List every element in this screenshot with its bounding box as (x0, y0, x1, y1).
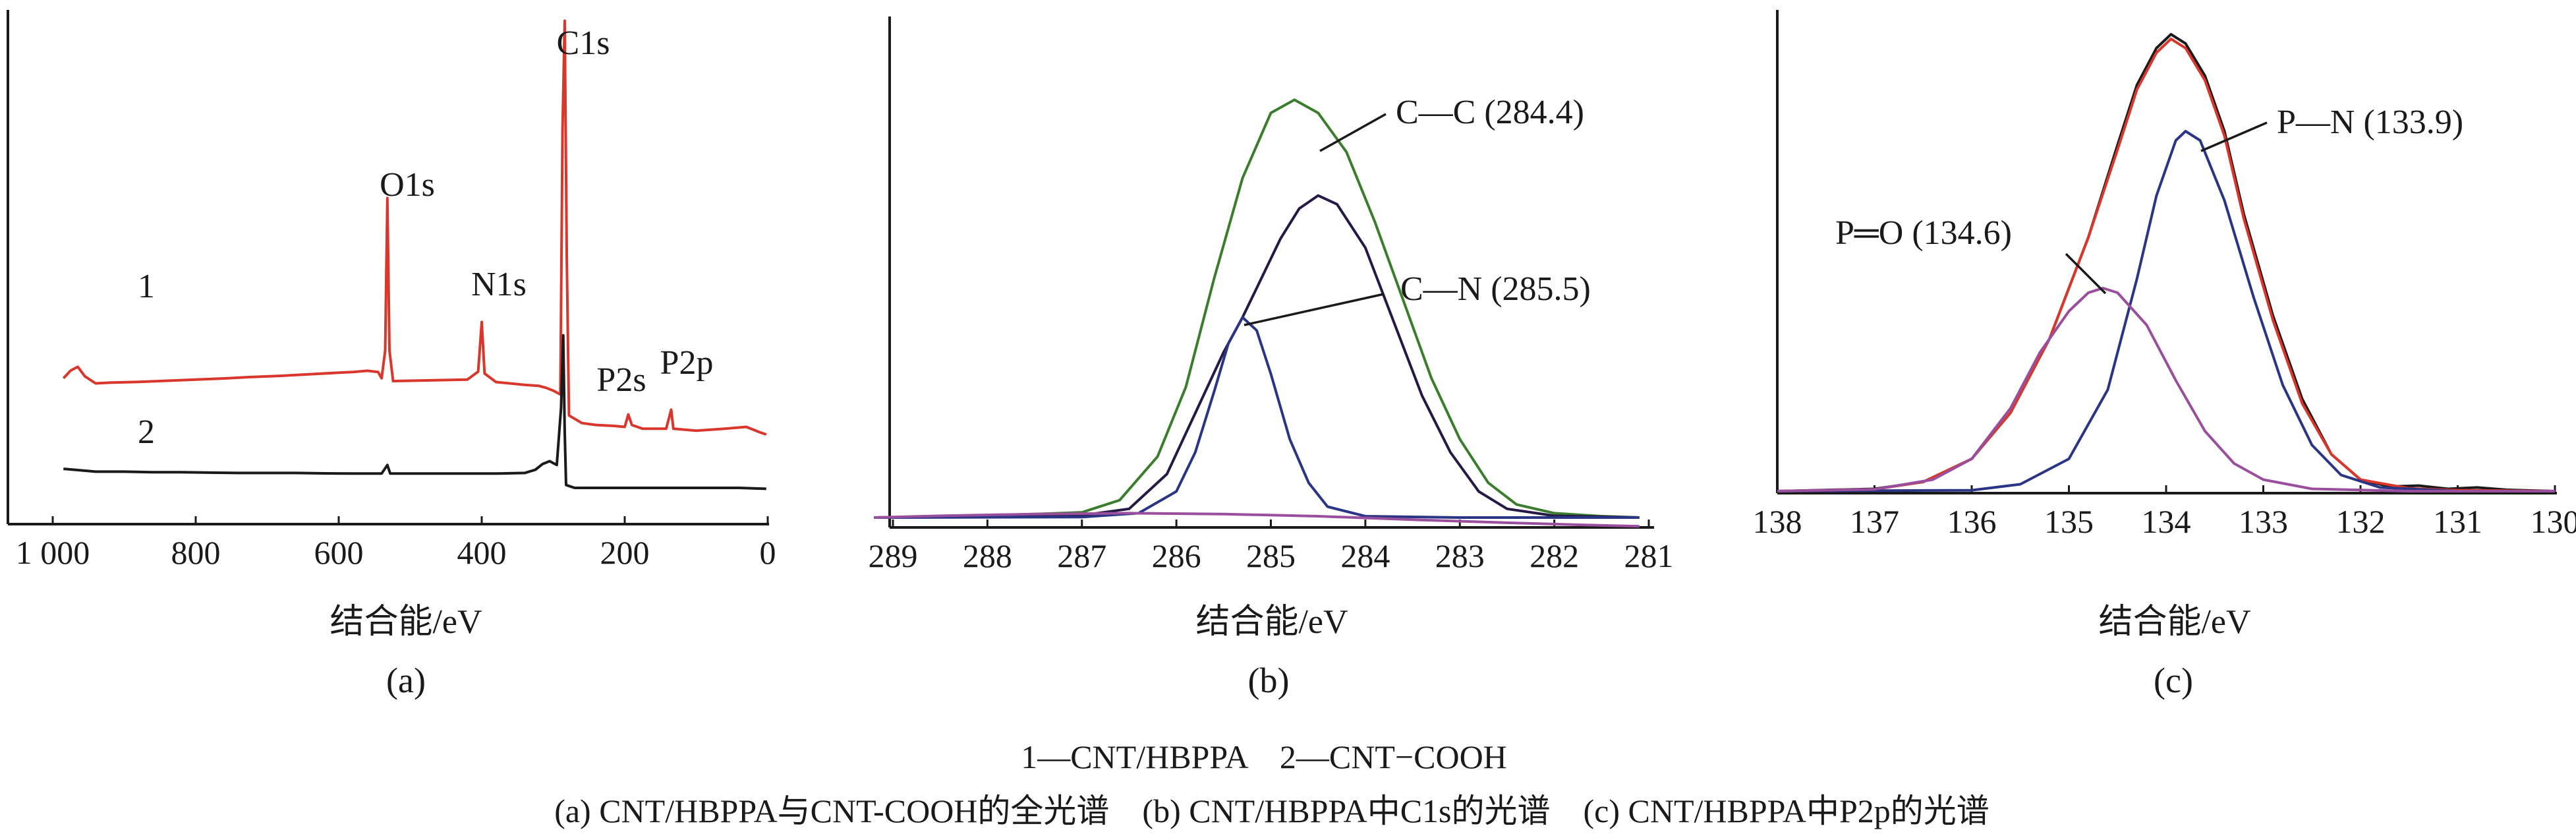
panel-a-series (62, 19, 767, 491)
leader-line-po (2065, 253, 2107, 295)
panel-b-series (874, 98, 1640, 528)
x-tick-label: 283 (1435, 537, 1485, 574)
x-tick-label: 400 (457, 534, 507, 571)
peak-label-cn: C—N (285.5) (1400, 270, 1591, 308)
x-tick-label: 288 (963, 537, 1012, 574)
panel-b: 289 288 287 286 285 284 283 282 281 C—C (284.4) … (869, 16, 1674, 700)
panel-c-series (1777, 33, 2556, 492)
panel-b-x-ticks: 289 288 287 286 285 284 283 282 281 (869, 520, 1674, 574)
x-tick-label: 284 (1340, 537, 1390, 574)
peak-label-cc: C—C (284.4) (1396, 94, 1584, 131)
series-line-b-1 (874, 98, 1640, 519)
panel-a-label: (a) (386, 661, 426, 700)
series-line-c-2 (1777, 38, 2556, 492)
figure-caption-line: (a) CNT/HBPPA与CNT-COOH的全光谱 (b) CNT/HBPPA… (554, 792, 1989, 829)
peak-label-p2p: P2p (660, 344, 714, 382)
peak-label-o1s: O1s (380, 166, 435, 204)
x-tick-label: 138 (1753, 503, 1802, 540)
x-tick-label: 600 (314, 534, 364, 571)
peak-label-pn: P—N (133.9) (2277, 104, 2463, 141)
x-tick-label: 286 (1152, 537, 1201, 574)
x-tick-label: 282 (1530, 537, 1579, 574)
x-tick-label: 287 (1057, 537, 1106, 574)
panel-c-x-ticks: 138 137 136 135 134 133 132 131 130 (1753, 485, 2576, 540)
x-tick-label: 200 (600, 534, 650, 571)
x-tick-label: 135 (2044, 503, 2094, 540)
panel-c-label: (c) (2154, 661, 2193, 700)
series-line-b-2 (874, 194, 1640, 519)
series-label-1: 1 (138, 268, 155, 305)
x-tick-label: 1 000 (16, 534, 90, 571)
series-line-a-1 (62, 19, 767, 436)
x-tick-label: 136 (1947, 503, 1997, 540)
panel-b-label: (b) (1248, 661, 1290, 700)
leader-line-pn (2200, 121, 2268, 152)
x-tick-label: 289 (869, 537, 918, 574)
x-tick-label: 137 (1850, 503, 1899, 540)
x-tick-label: 133 (2239, 503, 2288, 540)
peak-label-p2s: P2s (596, 361, 646, 399)
leader-line-cc (1319, 113, 1387, 152)
panel-a-x-label: 结合能/eV (329, 603, 482, 641)
x-tick-label: 281 (1624, 537, 1674, 574)
panel-b-x-label: 结合能/eV (1195, 603, 1348, 641)
x-tick-label: 134 (2142, 503, 2191, 540)
series-line-b-3 (874, 316, 1640, 519)
panel-c-x-label: 结合能/eV (2098, 603, 2250, 641)
series-line-c-4 (1777, 287, 2555, 492)
series-line-c-3 (1777, 130, 2555, 492)
figure-legend-line: 1—CNT/HBPPA 2—CNT−COOH (1021, 738, 1507, 775)
peak-label-c1s: C1s (557, 24, 610, 62)
x-tick-label: 285 (1246, 537, 1296, 574)
series-line-b-4 (874, 512, 1640, 528)
panel-a: 1 000 800 600 400 200 0 C1s O1s N1s P2s P2p 1… (7, 10, 776, 700)
series-line-a-2 (63, 334, 766, 491)
x-tick-label: 131 (2433, 503, 2482, 540)
x-tick-label: 132 (2336, 503, 2386, 540)
peak-label-po: P═O (134.6) (1835, 214, 2012, 252)
panel-c: 138 137 136 135 134 133 132 131 130 P—N (133.9) … (1753, 10, 2576, 700)
series-line-c-1 (1777, 33, 2556, 492)
x-tick-label: 800 (171, 534, 221, 571)
leader-line-cn (1244, 293, 1385, 326)
x-tick-label: 0 (760, 534, 776, 571)
series-label-2: 2 (138, 413, 155, 451)
x-tick-label: 130 (2531, 503, 2576, 540)
peak-label-n1s: N1s (471, 266, 527, 303)
panel-a-x-ticks: 1 000 800 600 400 200 0 (16, 516, 776, 571)
